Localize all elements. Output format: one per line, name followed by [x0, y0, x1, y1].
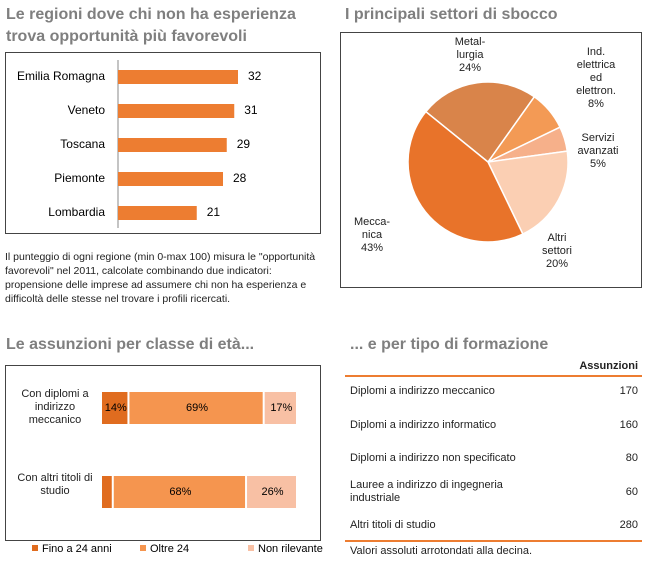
- bar: [118, 138, 227, 152]
- note: Il punteggio di ogni regione (min 0-max …: [5, 251, 316, 305]
- legend-swatch: [248, 545, 254, 551]
- panel: [5, 365, 321, 541]
- legend-label: Oltre 24: [150, 543, 189, 555]
- bar-segment: [129, 392, 263, 424]
- category-label: Toscana: [60, 137, 105, 151]
- value-label: 32: [248, 69, 262, 83]
- bar: [118, 172, 223, 186]
- bar-segment: [264, 392, 296, 424]
- value-label: 43%: [360, 242, 384, 254]
- value-label: 29: [237, 137, 251, 151]
- panel: [5, 52, 321, 234]
- value-label: 68%: [169, 486, 191, 498]
- table-header: Assunzioni: [579, 360, 638, 372]
- value-label: 26%: [262, 486, 284, 498]
- value-label: 31: [244, 103, 258, 117]
- category-label: Lombardia: [48, 205, 105, 219]
- table-cell: 60: [625, 485, 638, 498]
- value-label: 8%: [588, 98, 604, 110]
- pie-slice: [424, 81, 536, 164]
- legend-label: Non rilevante: [258, 543, 323, 555]
- chart-title: I principali settori di sbocco: [345, 6, 558, 23]
- value-label: 14%: [105, 402, 127, 414]
- category-label: Altri settori: [542, 232, 572, 257]
- value-label: 17%: [270, 402, 292, 414]
- chart-title: Le regioni dove chi non ha esperienza tr…: [6, 6, 296, 45]
- table-cell: 170: [619, 384, 638, 397]
- table-cell: Diplomi a indirizzo informatico: [350, 418, 497, 431]
- legend-label: Fino a 24 anni: [42, 543, 112, 555]
- table-cell: Diplomi a indirizzo meccanico: [350, 384, 495, 397]
- table-title: ... e per tipo di formazione: [350, 336, 549, 353]
- category-label: Metal- lurgia: [454, 36, 486, 61]
- table-cell: 160: [619, 418, 638, 431]
- value-label: 24%: [458, 62, 482, 74]
- category-label: Servizi avanzati: [577, 132, 619, 157]
- legend-swatch: [32, 545, 38, 551]
- category-label: Emilia Romagna: [17, 69, 105, 83]
- bar: [118, 206, 197, 220]
- slice-label: Altri settori 20%: [517, 232, 597, 271]
- bar: [118, 70, 238, 84]
- value-label: 20%: [545, 258, 569, 270]
- bar-segment: [113, 476, 246, 508]
- chart-title: Le assunzioni per classe di età...: [6, 336, 255, 353]
- table-note: Valori assoluti arrotondati alla decina.: [350, 545, 533, 557]
- bar: [118, 104, 235, 118]
- slice-label: Mecca- nica 43%: [332, 216, 412, 255]
- category-label: Con altri titoli di studio: [17, 472, 93, 497]
- value-label: 5%: [590, 158, 606, 170]
- bar-segment: [102, 392, 128, 424]
- category-label: Piemonte: [54, 171, 105, 185]
- pie-slice: [486, 150, 569, 236]
- panel: [340, 32, 642, 288]
- category-label: Con diplomi a indirizzo meccanico: [21, 388, 89, 426]
- value-label: 69%: [186, 402, 208, 414]
- value-label: 21: [207, 205, 221, 219]
- category-label: Mecca- nica: [353, 216, 391, 241]
- table-cell: Lauree a indirizzo di ingegneria industr…: [350, 479, 503, 504]
- category-label: Ind. elettrica ed elettron.: [576, 46, 616, 97]
- slice-label: Servizi avanzati 5%: [558, 132, 638, 171]
- pie-slice: [407, 110, 524, 243]
- table-cell: Altri titoli di studio: [350, 518, 436, 531]
- legend-swatch: [140, 545, 146, 551]
- table-cell: 80: [625, 451, 638, 464]
- slice-label: Metal- lurgia 24%: [430, 36, 510, 75]
- table-cell: Diplomi a indirizzo non specificato: [350, 451, 516, 464]
- value-label: 28: [233, 171, 247, 185]
- table-cell: 280: [619, 518, 638, 531]
- category-label: Veneto: [68, 103, 106, 117]
- bar-segment: [247, 476, 296, 508]
- slice-label: Ind. elettrica ed elettron. 8%: [556, 46, 636, 111]
- bar-segment: [102, 476, 112, 508]
